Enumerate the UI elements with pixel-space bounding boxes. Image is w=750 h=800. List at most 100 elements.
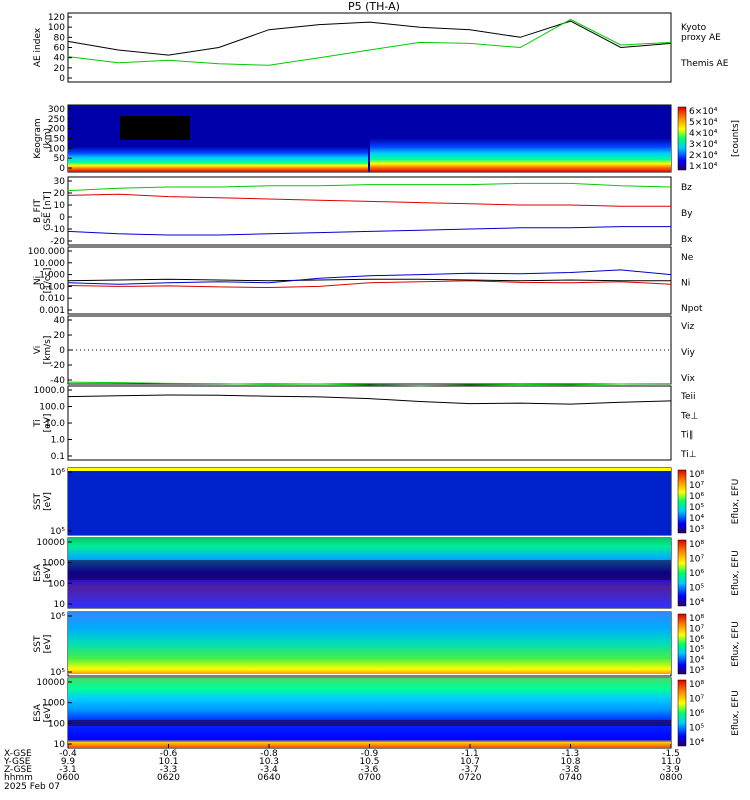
esa_i-colorbar-tick: 10⁸: [689, 540, 704, 550]
sst_e-colorbar-tick: 10⁵: [689, 645, 704, 655]
esa_e-colorbar-tick: 10⁶: [689, 709, 704, 719]
ae-ytick-label: 40: [54, 54, 66, 64]
keogram-ylabel-group: Keogram (km): [33, 118, 53, 158]
esa_i-ylabel: ESA: [33, 563, 43, 582]
bfield-ytick-label: -10: [50, 225, 65, 235]
series-lines: [67, 18, 672, 405]
esa_i-colorbar-tick: 10⁶: [689, 569, 704, 579]
figure-title: P5 (TH-A): [348, 0, 400, 13]
sst_e-yunit: [eV]: [43, 635, 53, 654]
esa_e-colorbar-tick: 10⁵: [689, 724, 704, 734]
velocity-ytick-label: 40: [54, 316, 66, 326]
sst_i-ylabel-group: SST [eV]: [33, 492, 53, 511]
sst_e-colorbar-tick: 10⁸: [689, 614, 704, 624]
bfield-legend-item: By: [681, 209, 693, 219]
time-tick-y: 9.9: [61, 757, 76, 767]
esa_e-colorbar-label: Eflux, EFU: [731, 690, 741, 736]
ae-legend-themis: Themis AE: [680, 59, 729, 69]
time-tick-z: -3.9: [662, 765, 680, 775]
velocity-ylabel: Vi: [33, 346, 43, 354]
time-axis-row-label: 2025 Feb 07: [4, 782, 60, 792]
bfield-ylabel: B_FIT: [33, 199, 43, 224]
time-tick-t: 0620: [157, 773, 180, 783]
ae-ylabel: AE index: [33, 27, 43, 67]
velocity-ytick-label: -40: [50, 376, 65, 386]
velocity-legend-item: Viz: [681, 322, 694, 332]
time-tick-y: 10.3: [259, 757, 279, 767]
esa_i-colorbar-label-group: Eflux, EFU: [731, 550, 741, 596]
ae-series-0: [67, 20, 672, 56]
keogram-colorbar-tick: 6×10⁴: [689, 107, 718, 117]
keogram-colorbar-tick: 1×10⁴: [689, 162, 718, 172]
time-tick-z: -3.1: [59, 765, 77, 775]
sst_i-colorbar-tick: 10⁵: [689, 503, 704, 513]
density-ylabel-group: Ni [1/cc]: [33, 268, 53, 294]
ae-ytick-label: 80: [54, 33, 66, 43]
keogram-colorbar-tick: 2×10⁴: [689, 151, 718, 161]
time-tick-x: -1.1: [461, 749, 479, 759]
bfield-legend-item: Bz: [681, 183, 692, 193]
ae-ytick-label: 100: [48, 23, 65, 33]
bfield-legend-item: Bx: [681, 235, 693, 245]
time-tick-t: 0640: [258, 773, 281, 783]
bfield-series-1: [67, 182, 672, 192]
temperature-legend-item: Ti∥: [680, 431, 693, 441]
sst_i-ytick-label: 10⁵: [50, 527, 65, 537]
temperature-ytick-label: 1000.0: [34, 386, 66, 396]
esa_e-ylabel: ESA: [33, 703, 43, 722]
sst_i-colorbar-tick: 10⁷: [689, 481, 704, 491]
time-tick-t: 0600: [57, 773, 80, 783]
time-axis-row-label: X-GSE: [4, 749, 32, 759]
time-tick-y: 10.8: [560, 757, 580, 767]
esa_i-ytick-label: 1000: [42, 559, 65, 569]
time-tick-z: -3.7: [461, 765, 479, 775]
density-ytick-label: 0.100: [39, 282, 65, 292]
time-tick-x: -0.4: [59, 749, 77, 759]
sst_e-colorbar-tick: 10⁴: [689, 656, 704, 666]
time-tick-z: -3.8: [562, 765, 580, 775]
time-tick-t: 0740: [559, 773, 582, 783]
esa_i-ytick-label: 10000: [36, 538, 65, 548]
density-ylabel: Ni: [33, 276, 43, 285]
keogram-band-right: [370, 130, 671, 172]
time-tick-y: 10.5: [359, 757, 379, 767]
time-tick-t: 0800: [660, 773, 683, 783]
esa_e-ytick-label: 10000: [36, 678, 65, 688]
keogram-ytick-label: 300: [48, 105, 65, 115]
keogram-ytick-label: 50: [54, 154, 66, 164]
esa_i-ytick-label: 100: [48, 579, 65, 589]
time-tick-t: 0700: [358, 773, 381, 783]
esa_i-yunit: [eV]: [43, 564, 53, 583]
sst_e-colorbar-tick: 10⁷: [689, 624, 704, 634]
time-tick-t: 0720: [459, 773, 482, 783]
esa_i-colorbar-tick: 10⁴: [689, 598, 704, 608]
sst_i-colorbar-tick: 10³: [689, 525, 704, 535]
bfield-ytick-label: 10: [54, 201, 66, 211]
density-legend-item: Npot: [681, 304, 703, 314]
sst_e-ylabel-group: SST [eV]: [33, 635, 53, 654]
esa_i-colorbar-label: Eflux, EFU: [731, 550, 741, 596]
density-legend-item: Ni: [681, 279, 690, 289]
density-series-1: [67, 278, 671, 282]
time-axis-row-label: Z-GSE: [4, 765, 32, 775]
velocity-legend-item: Vix: [681, 374, 695, 384]
spectrogram-fills: [68, 105, 671, 748]
sst_i-colorbar-label: Eflux, EFU: [731, 479, 741, 525]
bfield-ytick-label: 30: [54, 177, 66, 187]
density-ytick-label: 10.000: [34, 259, 66, 269]
keogram-yunit: (km): [43, 128, 53, 149]
sst_e-colorbar-tick: 10⁶: [689, 635, 704, 645]
keogram-colorbar-label-group: [counts]: [731, 120, 741, 157]
time-tick-x: -0.8: [260, 749, 278, 759]
time-tick-z: -3.6: [361, 765, 379, 775]
keogram-dark-patch: [120, 116, 190, 140]
keogram-ytick-label: 150: [48, 135, 65, 145]
ae-series-1: [67, 18, 672, 66]
sst_i-colorbar: [677, 469, 687, 534]
time-axis-row-label: hhmm: [4, 773, 33, 783]
sst_e-ytick-label: 10⁶: [50, 612, 65, 622]
time-tick-x: -1.3: [562, 749, 580, 759]
keogram-colorbar-tick: 5×10⁴: [689, 118, 718, 128]
